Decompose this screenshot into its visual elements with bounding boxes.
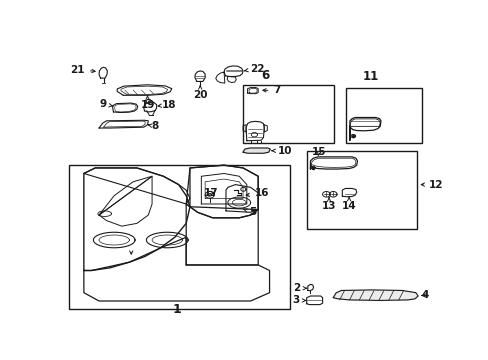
Text: 13: 13 (321, 201, 336, 211)
Text: 8: 8 (148, 121, 158, 131)
Text: 21: 21 (70, 64, 95, 75)
Polygon shape (243, 148, 270, 153)
Text: 19: 19 (140, 100, 154, 110)
Text: 17: 17 (203, 188, 218, 198)
Text: 3: 3 (292, 296, 305, 305)
Text: 11: 11 (362, 70, 379, 83)
Text: 7: 7 (262, 85, 280, 95)
Text: 2: 2 (293, 283, 306, 293)
Text: 4: 4 (420, 291, 427, 301)
Bar (306, 151, 416, 229)
Text: 20: 20 (193, 90, 207, 100)
Text: 6: 6 (261, 69, 268, 82)
Text: 15: 15 (311, 147, 326, 157)
Bar (68, 165, 290, 309)
Polygon shape (332, 290, 417, 301)
Text: 22: 22 (244, 64, 264, 74)
Text: 12: 12 (420, 180, 442, 190)
Text: 5: 5 (243, 207, 255, 217)
Text: 10: 10 (271, 146, 292, 156)
Text: 14: 14 (341, 201, 356, 211)
Text: 18: 18 (158, 100, 177, 110)
Text: 9: 9 (99, 99, 112, 109)
Bar (346, 87, 421, 143)
Text: 16: 16 (245, 188, 268, 198)
Bar (243, 85, 333, 143)
Text: 1: 1 (172, 303, 181, 316)
